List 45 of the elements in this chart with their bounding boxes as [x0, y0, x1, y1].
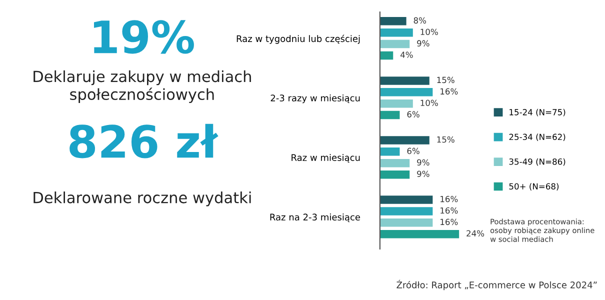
legend-label: 50+ (N=68) [509, 183, 559, 190]
bar [380, 159, 410, 168]
bar [380, 136, 430, 144]
text: Deklarowane roczne wydatki [34, 192, 251, 206]
bar [380, 28, 413, 37]
data-label: 16% [440, 207, 458, 214]
data-label: 16% [440, 218, 458, 226]
bar [380, 17, 406, 26]
y-tick-label: Raz na 2-3 miesiące [270, 214, 360, 222]
bar [380, 218, 433, 227]
bar [380, 148, 400, 156]
legend-label: 35-49 (N=86) [509, 158, 566, 166]
data-label: 15% [437, 76, 454, 84]
bar [380, 99, 413, 108]
data-label: 9% [417, 40, 430, 46]
y-tick-label: Raz w miesiącu [292, 154, 360, 163]
bar [380, 51, 394, 60]
bar [380, 88, 433, 96]
text: 19% [94, 20, 194, 54]
bar [380, 170, 410, 179]
data-label: 24% [466, 230, 484, 237]
bar [380, 196, 433, 204]
data-label: 16% [440, 88, 458, 95]
data-label: 8% [414, 17, 426, 24]
legend-label: 15-24 (N=75) [510, 108, 566, 116]
bar [380, 230, 460, 238]
data-label: 9% [417, 170, 430, 177]
data-label: 16% [440, 196, 458, 202]
legend-label: 25-34 (N=62) [509, 134, 566, 142]
data-label: 4% [400, 52, 413, 58]
text: Źródło: Raport „E-commerce w Polsce 2024” [396, 280, 597, 290]
data-label: 9% [417, 159, 430, 166]
data-label: 10% [420, 28, 438, 36]
y-tick-label: Raz w tygodniu lub częściej [236, 34, 360, 44]
text: 826 zł [70, 124, 218, 158]
bar [380, 40, 410, 48]
bar [380, 207, 433, 216]
text: Deklaruje zakupy w mediach społecznościowych [34, 70, 251, 104]
y-tick-label: 2-3 razy w miesiącu [270, 94, 360, 104]
bar [380, 76, 430, 85]
data-label: 15% [437, 136, 454, 143]
data-label: 6% [407, 148, 420, 154]
data-label: 6% [407, 111, 420, 118]
bar [380, 110, 400, 120]
data-label: 10% [420, 100, 438, 106]
